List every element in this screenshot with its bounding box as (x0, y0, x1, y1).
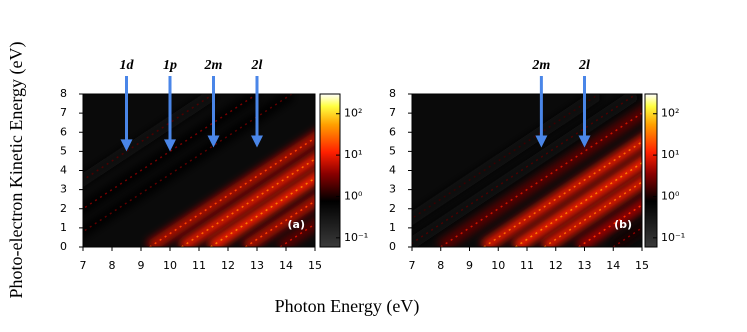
ridge (575, 197, 642, 247)
colorbar-tick-label: 10⁻¹ (344, 231, 368, 244)
y-tick-label: 2 (60, 202, 67, 215)
ridge-core (440, 112, 642, 247)
arrow-label: 2l (251, 58, 263, 73)
x-tick-label: 15 (635, 259, 649, 272)
y-tick-label: 6 (60, 125, 67, 138)
arrow-head (207, 135, 220, 148)
arrow-head (120, 139, 133, 152)
x-tick-label: 10 (491, 259, 505, 272)
y-tick-label: 3 (60, 183, 67, 196)
colorbar (644, 93, 658, 248)
y-tick-label: 1 (389, 221, 396, 234)
x-tick-label: 13 (250, 259, 264, 272)
arrow-head (164, 139, 176, 152)
x-tick-label: 13 (578, 259, 592, 272)
ridges (412, 94, 642, 247)
y-tick-label: 5 (60, 144, 67, 157)
ridge-core (83, 94, 293, 233)
ridge (540, 174, 642, 247)
ridge-core (149, 137, 315, 247)
y-tick-label: 3 (389, 183, 396, 196)
x-tick-label: 9 (138, 259, 145, 272)
y-tick-label: 4 (60, 164, 67, 177)
y-tick-label: 7 (60, 106, 67, 119)
x-tick-label: 12 (221, 259, 235, 272)
ridge-core (515, 161, 642, 247)
colorbar-tick-label: 10⁰ (661, 189, 680, 202)
ridge (242, 193, 315, 247)
y-tick-label: 4 (389, 164, 396, 177)
colorbar (319, 93, 341, 248)
arrow-label: 2l (578, 58, 590, 73)
x-tick-label: 8 (109, 259, 116, 272)
arrow-head (578, 135, 591, 148)
y-tick-label: 5 (389, 144, 396, 157)
x-tick-label: 14 (279, 259, 293, 272)
x-tick-label: 15 (308, 259, 322, 272)
ridge (207, 170, 315, 247)
x-tick-label: 10 (163, 259, 177, 272)
x-tick-label: 7 (409, 259, 416, 272)
x-tick-label: 8 (437, 259, 444, 272)
y-tick-label: 8 (60, 87, 67, 100)
x-axis-label: Photon Energy (eV) (275, 296, 420, 317)
panel-label: (a) (288, 218, 305, 231)
colorbar-tick-label: 10¹ (661, 148, 679, 161)
ridge-core (412, 94, 600, 220)
y-tick-label: 1 (60, 221, 67, 234)
ridge-core (181, 158, 315, 247)
x-tick-label: 7 (80, 259, 87, 272)
arrow-head (251, 135, 263, 148)
arrow-label: 2m (531, 58, 550, 73)
arrow-head (535, 135, 548, 148)
x-tick-label: 11 (192, 259, 206, 272)
y-tick-label: 6 (389, 125, 396, 138)
arrow-label: 1p (163, 58, 177, 73)
ridge-core (483, 140, 642, 247)
arrow-label: 1d (120, 58, 135, 73)
ridge-core (83, 94, 214, 181)
colorbar-tick-label: 10⁰ (344, 189, 363, 202)
colorbar-tick-label: 10⁻¹ (661, 231, 685, 244)
colorbar-tick-label: 10² (344, 107, 362, 120)
y-tick-label: 0 (60, 240, 67, 253)
x-tick-label: 11 (520, 259, 534, 272)
colorbar-tick-label: 10² (661, 107, 679, 120)
y-tick-label: 0 (389, 240, 396, 253)
x-tick-label: 12 (549, 259, 563, 272)
y-axis-label: Photo-electron Kinetic Energy (eV) (6, 41, 27, 298)
panel-label: (b) (614, 218, 632, 231)
x-tick-label: 14 (606, 259, 620, 272)
arrow-label: 2m (204, 58, 223, 73)
ridge-core (83, 94, 258, 210)
ridges (83, 94, 315, 247)
y-tick-label: 2 (389, 202, 396, 215)
colorbar-tick-label: 10¹ (344, 148, 362, 161)
ridge-core (412, 94, 637, 245)
y-tick-label: 8 (389, 87, 396, 100)
y-tick-label: 7 (389, 106, 396, 119)
x-tick-label: 9 (466, 259, 473, 272)
